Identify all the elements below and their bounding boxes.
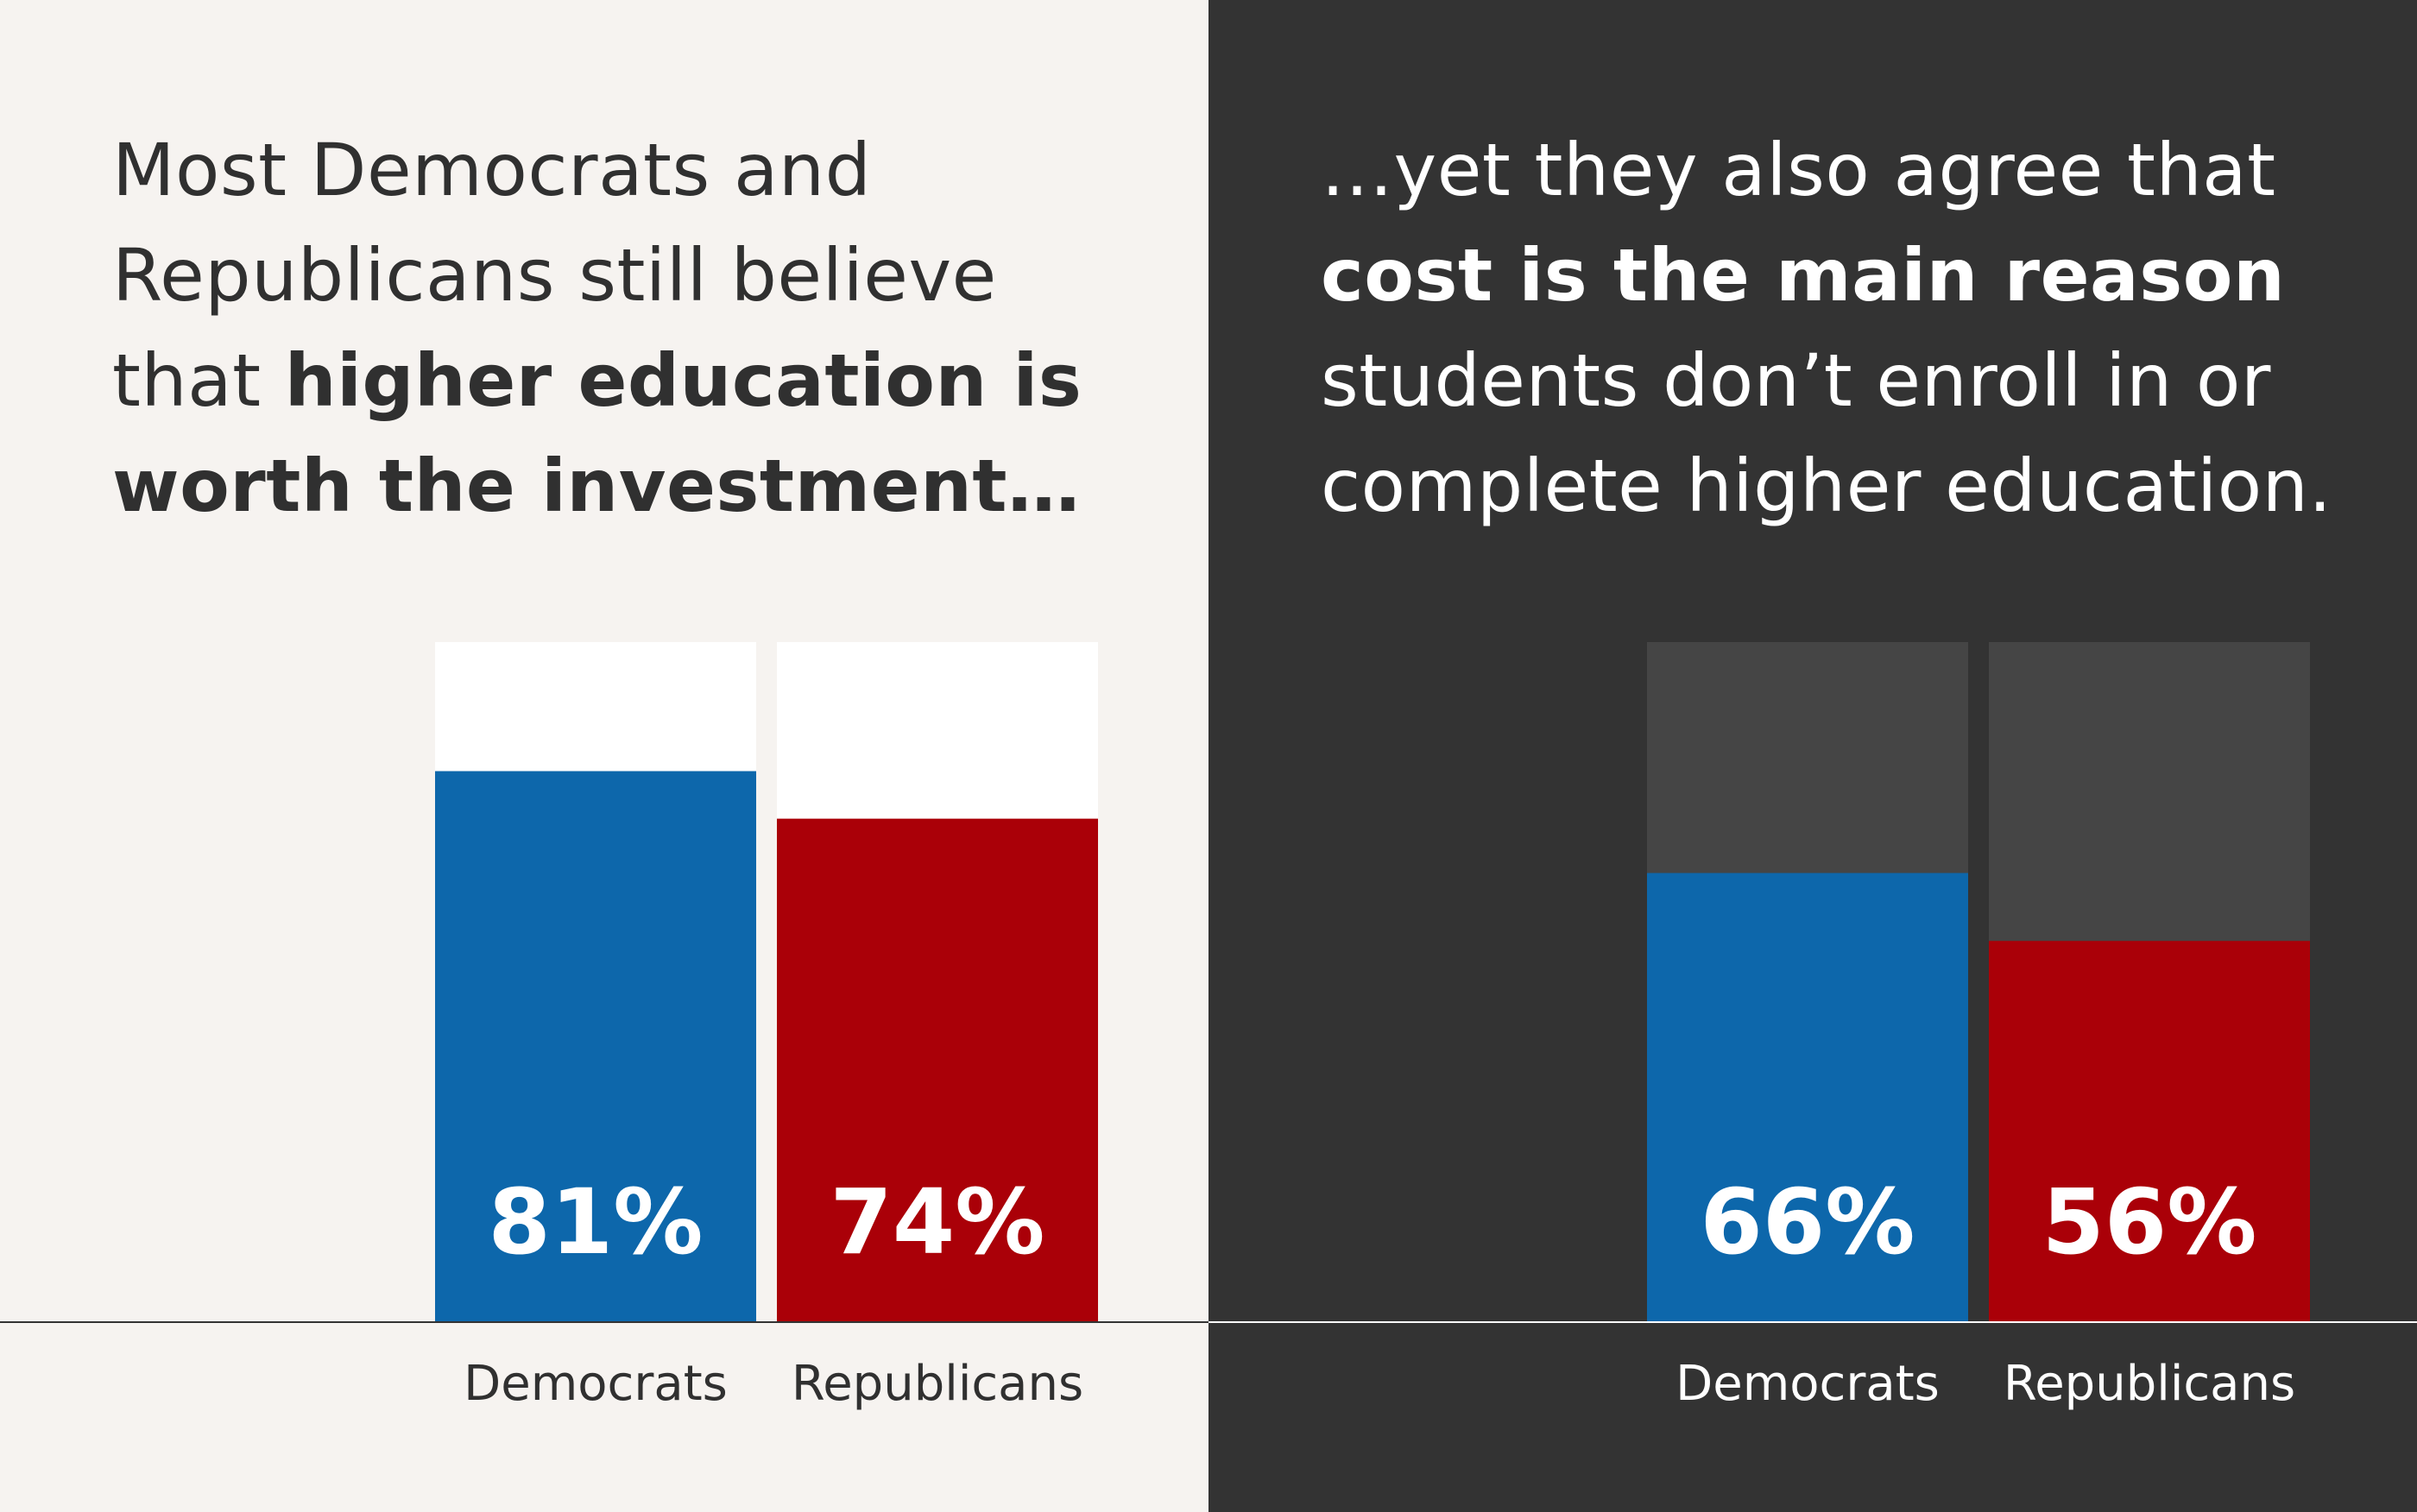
left-headline: Most Democrats and Republicans still beli… [112, 117, 1165, 539]
left-bar-chart: 81% Democrats 74% Republicans [435, 642, 1098, 1412]
left-headline-text: that [112, 338, 285, 423]
right-value-label-democrats: 66% [1701, 1169, 1915, 1275]
right-category-label-republicans: Republicans [2004, 1356, 2295, 1412]
left-bar-democrats [435, 771, 756, 1321]
left-bar-republicans [777, 818, 1098, 1321]
right-bar-republicans [1989, 941, 2310, 1321]
right-headline-text: cost is the main reason [1321, 233, 2286, 318]
left-category-label-republicans: Republicans [792, 1356, 1083, 1412]
left-headline-line-4: worth the investment… [112, 433, 1165, 539]
left-headline-line-3: that higher education is [112, 328, 1165, 433]
right-headline-text: …yet they also agree that [1321, 128, 2276, 212]
right-bar-chart: 66% Democrats 56% Republicans [1647, 642, 2310, 1412]
right-headline: …yet they also agree that cost is the mai… [1321, 117, 2400, 539]
right-chart: 66% Democrats 56% Republicans [1208, 0, 2417, 1512]
left-category-label-democrats: Democrats [464, 1356, 728, 1412]
right-headline-line-1: …yet they also agree that [1321, 117, 2400, 223]
right-headline-text: complete higher education. [1321, 444, 2332, 528]
left-headline-text: Most Democrats and [112, 128, 872, 212]
left-headline-text: Republicans still believe [112, 233, 997, 318]
right-value-label-republicans: 56% [2042, 1169, 2257, 1275]
right-bar-democrats [1647, 873, 1968, 1321]
right-panel: …yet they also agree that cost is the mai… [1208, 0, 2417, 1512]
left-value-label-republicans: 74% [830, 1169, 1045, 1275]
left-headline-text: worth the investment… [112, 444, 1081, 528]
left-panel: Most Democrats and Republicans still beli… [0, 0, 1208, 1512]
right-headline-line-3: students don’t enroll in or [1321, 328, 2400, 433]
right-chart-baseline [1208, 1321, 2417, 1323]
left-headline-text: higher education is [284, 338, 1082, 423]
right-category-label-democrats: Democrats [1675, 1356, 1940, 1412]
left-headline-line-1: Most Democrats and [112, 117, 1165, 223]
right-headline-line-2: cost is the main reason [1321, 223, 2400, 328]
left-chart-baseline [0, 1321, 1208, 1323]
left-headline-line-2: Republicans still believe [112, 223, 1165, 328]
left-chart: 81% Democrats 74% Republicans [0, 0, 1208, 1512]
left-value-label-democrats: 81% [489, 1169, 704, 1275]
right-headline-text: students don’t enroll in or [1321, 338, 2271, 423]
right-headline-line-4: complete higher education. [1321, 433, 2400, 539]
